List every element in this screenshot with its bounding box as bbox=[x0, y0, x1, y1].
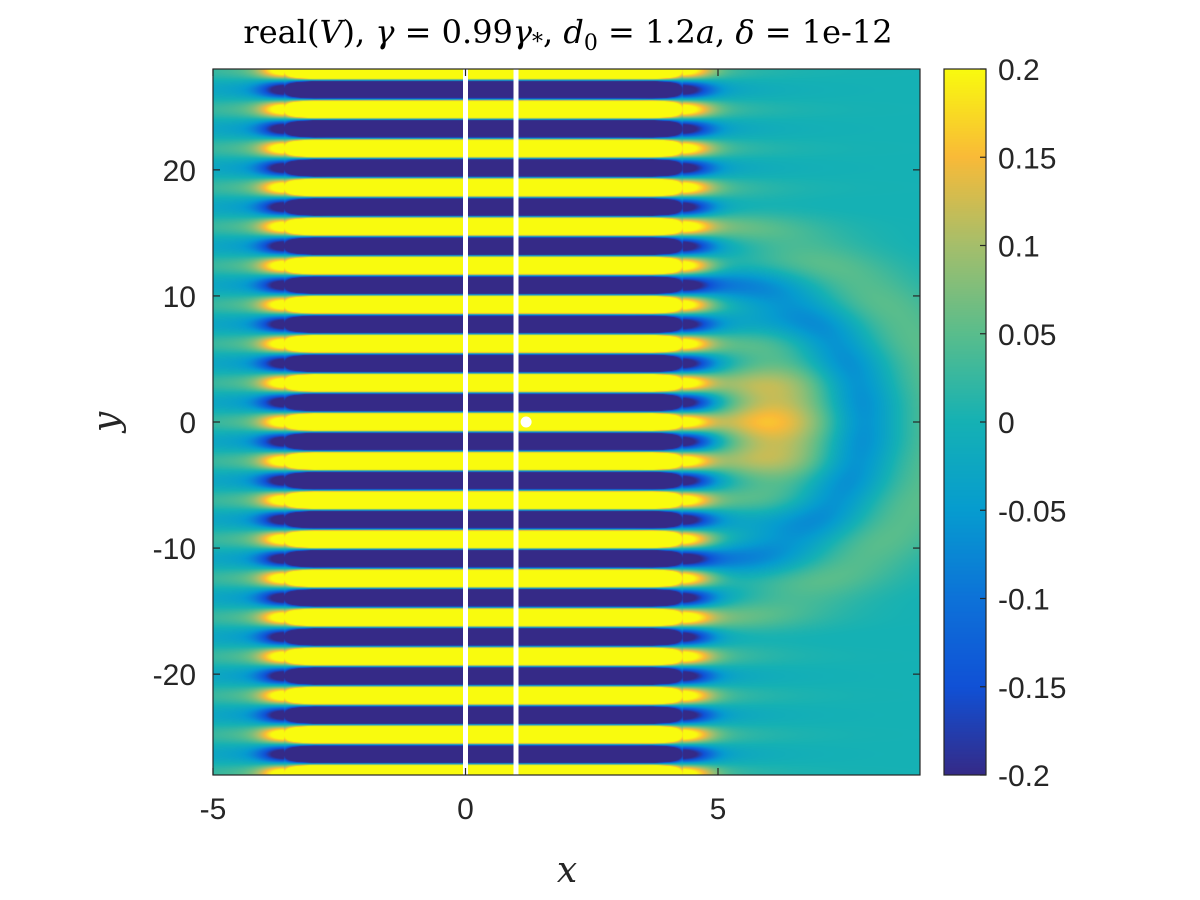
colorbar-tick-label-2: -0.1 bbox=[998, 584, 1050, 617]
overlay-layer bbox=[463, 69, 532, 775]
y-tick-label-4: 20 bbox=[163, 155, 196, 188]
y-tick-label-3: 10 bbox=[163, 281, 196, 314]
colorbar-tick-label-0: -0.2 bbox=[998, 760, 1050, 793]
y-tick-label-1: -10 bbox=[153, 533, 196, 566]
colorbar-tick-label-5: 0.05 bbox=[998, 319, 1056, 352]
colorbar-tick-label-3: -0.05 bbox=[998, 495, 1066, 528]
colorbar-tick-label-8: 0.2 bbox=[998, 54, 1040, 87]
colorbar-tick-label-6: 0.1 bbox=[998, 231, 1040, 264]
x-axis-label: x bbox=[557, 850, 577, 891]
colorbar-ticks: -0.2 -0.15 -0.1 -0.05 0 0.05 0.1 0.15 0.2 bbox=[980, 54, 1066, 793]
y-tick-label-0: -20 bbox=[153, 659, 196, 692]
colorbar-tick-label-1: -0.15 bbox=[998, 672, 1066, 705]
colorbar-canvas bbox=[944, 69, 986, 775]
y-tick-label-2: 0 bbox=[179, 407, 196, 440]
y-axis-label: y bbox=[86, 411, 127, 434]
heatmap-canvas bbox=[213, 69, 920, 775]
colorbar-tick-label-4: 0 bbox=[998, 407, 1015, 440]
x-tick-label-0: -5 bbox=[200, 793, 227, 826]
colorbar: -0.2 -0.15 -0.1 -0.05 0 0.05 0.1 0.15 0.2 bbox=[943, 54, 1066, 793]
x-tick-label-1: 0 bbox=[457, 793, 474, 826]
colorbar-tick-label-7: 0.15 bbox=[998, 142, 1056, 175]
x-tick-label-2: 5 bbox=[710, 793, 727, 826]
heatmap-plot: -5 0 5 -20 -10 0 10 20 bbox=[153, 68, 921, 826]
source-point-marker bbox=[520, 416, 532, 428]
axis-ticks: -5 0 5 -20 -10 0 10 20 bbox=[153, 69, 920, 826]
chart-title: real(V), γ = 0.99γ*, d0 = 1.2a, δ = 1e-1… bbox=[243, 13, 892, 56]
